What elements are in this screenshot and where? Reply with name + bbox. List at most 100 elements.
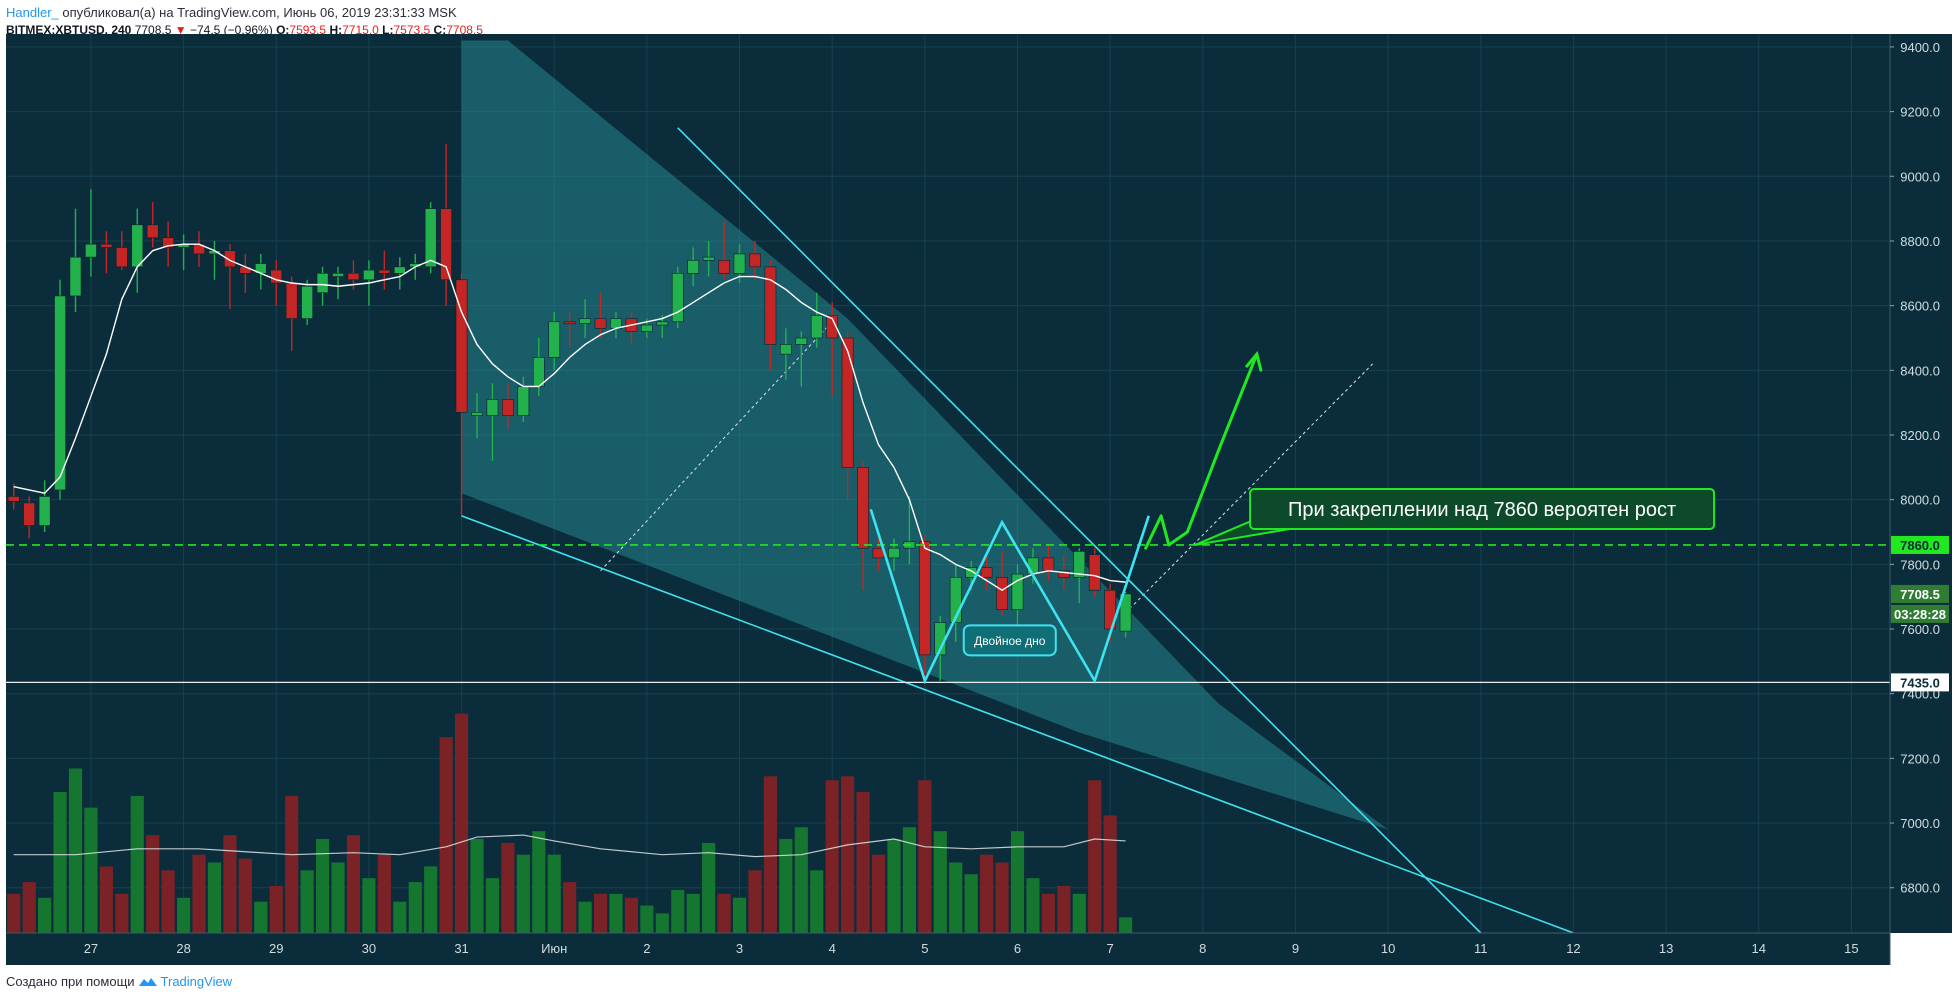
level-7860-tag: 7860.0 [1891,535,1949,554]
candle-body [810,315,823,339]
volume-bar [84,807,98,933]
time-tick-label: 7 [1107,941,1114,956]
volume-bar [238,858,252,933]
candle [841,331,854,500]
author-link[interactable]: Handler_ [6,5,59,20]
volume-bar [593,893,608,933]
low-value: 7573.5 [393,23,431,37]
volume-bar [609,893,623,933]
high-label: H: [329,23,343,37]
volume-bar [393,901,407,933]
price-tick-label: 8600.0 [1900,299,1940,314]
current-price-tag-bg [1891,584,1949,603]
footer: Создано при помощи TradingView [6,974,232,990]
candle-body [718,260,730,274]
wedge-fill [461,40,1389,830]
volume-bar [223,835,237,933]
callout-text: При закреплении над 7860 вероятен рост [1288,499,1676,521]
candle [687,247,700,287]
volume-bar [192,854,206,933]
current-price-tag: 7708.5 [1891,584,1949,603]
forecast-arrow-head [1245,350,1263,372]
open-label: O: [276,23,290,37]
time-tick-label: 9 [1292,941,1299,956]
candle [1073,548,1086,604]
candle-body [795,337,808,345]
level-7860-tag-bg [1891,535,1949,554]
volume-bar [130,795,144,933]
volume-bar [485,878,500,933]
volume-bar [717,893,731,933]
tradingview-logo-icon [138,977,157,986]
candle [146,202,159,248]
volume-bar [933,831,947,933]
price-tick-label: 8800.0 [1900,234,1940,249]
time-tick-label: 12 [1566,941,1580,956]
candle-body [594,318,607,329]
candle-body [579,318,591,324]
price-tick-label: 7800.0 [1900,557,1940,572]
price-tick-label: 7600.0 [1900,622,1940,637]
candle-body [471,412,483,416]
price-chart[interactable]: Двойное дно При закреплении над 7860 веро… [0,0,1956,975]
candle-body [146,224,159,239]
candle-body [38,496,51,526]
volume-bar [1119,917,1133,933]
volume-bar [763,776,777,933]
candle [918,535,931,681]
volume-bar [655,913,669,933]
candle [162,221,175,267]
candle-body [285,282,298,319]
double-bottom-label-text: Двойное дно [974,634,1046,648]
candle-body [1042,557,1055,572]
candle [85,189,97,277]
volume-bar [980,854,994,933]
price-axis: 6800.07000.07200.07400.07600.07800.08000… [1890,40,1940,896]
wedge-lines [461,127,1574,933]
volume-bar [1010,831,1025,933]
candle [7,483,20,510]
low-label: L: [382,23,394,37]
double-bottom-label-box [962,624,1057,657]
candle-body [23,502,36,526]
volume-bar [99,866,113,933]
candle-body [1057,570,1070,578]
time-tick-label: 14 [1752,941,1766,956]
time-tick-label: 2 [643,941,650,956]
candle-body [702,256,715,261]
tradingview-brand-link[interactable]: TradingView [160,974,233,989]
symbol-info: BITMEX:XBTUSD, 240 7708.5 ▼ −74.5 (−0.96… [6,23,483,37]
volume-bar [640,905,654,933]
time-tick-label: 28 [176,941,190,956]
time-tick-label: 11 [1474,941,1488,956]
volume-bar [671,889,685,933]
level-7860-tag-text: 7860.0 [1900,538,1940,553]
volume-bar [732,897,747,933]
time-tick-label: Июн [541,941,567,956]
candle [301,279,313,326]
volume-bar [38,897,52,933]
price-axis-background [1890,34,1952,933]
candle [718,221,730,280]
time-tick-label: 30 [362,941,376,956]
time-tick-label: 31 [454,941,468,956]
volume-bar [362,878,376,933]
price-tick-label: 9200.0 [1900,105,1940,120]
time-tick-label: 10 [1381,941,1395,956]
candle-body [656,321,669,326]
wedge-upper-trendline [677,127,1482,933]
candle-body [131,224,144,268]
candle-body [671,273,684,323]
dashed-channel-line [600,321,833,572]
candle [1011,564,1024,626]
candle [270,260,283,306]
candle [579,299,591,338]
volume-bar [501,842,515,933]
candlesticks [7,143,1132,681]
volume-bar [146,835,160,933]
volume-bar [207,862,222,933]
volume-bar [161,870,175,933]
candle-body [1011,573,1024,610]
candle [332,266,344,300]
candle [471,392,483,439]
